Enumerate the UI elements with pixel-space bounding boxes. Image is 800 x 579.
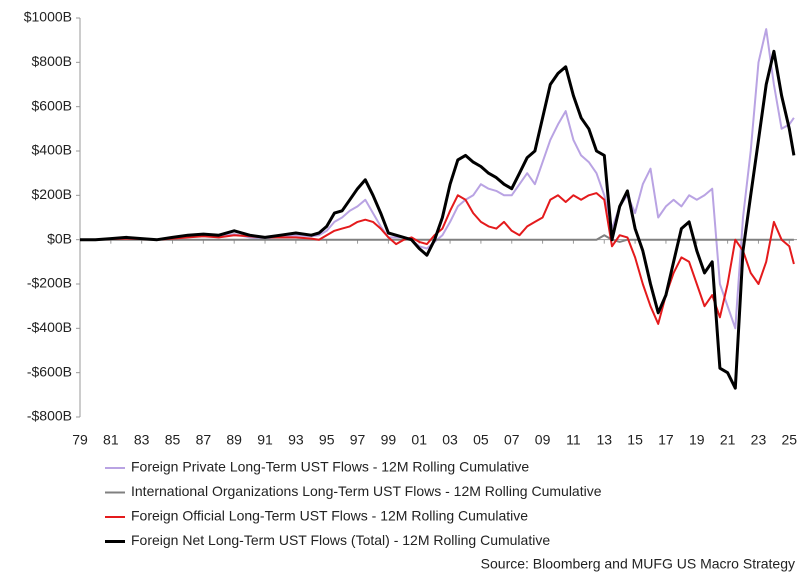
y-tick-label: $600B [32,97,72,113]
x-tick-label: 15 [627,432,643,448]
y-tick-label: $0B [47,230,72,246]
x-tick-label: 87 [196,432,212,448]
y-tick-label: -$400B [27,319,72,335]
x-tick-label: 13 [596,432,612,448]
x-tick-label: 93 [288,432,304,448]
x-tick-label: 23 [751,432,767,448]
x-tick-label: 01 [411,432,427,448]
y-tick-label: -$200B [27,275,72,291]
series-line [80,234,794,243]
legend-label: International Organizations Long-Term US… [131,483,602,499]
x-tick-label: 25 [782,432,798,448]
series-line [80,49,796,390]
x-tick-label: 07 [504,432,520,448]
x-tick-label: 95 [319,432,335,448]
x-tick-label: 03 [442,432,458,448]
y-tick-label: $400B [32,142,72,158]
x-tick-label: 83 [134,432,150,448]
series-line [80,192,795,325]
x-tick-label: 19 [689,432,705,448]
y-tick-label: -$600B [27,363,72,379]
x-tick-label: 91 [257,432,273,448]
x-tick-label: 99 [381,432,397,448]
legend-label: Foreign Private Long-Term UST Flows - 12… [131,459,529,475]
y-tick-label: $800B [32,53,72,69]
x-tick-label: 85 [165,432,181,448]
x-tick-label: 79 [72,432,88,448]
x-tick-label: 17 [658,432,674,448]
legend-label: Foreign Net Long-Term UST Flows (Total) … [131,532,550,548]
x-tick-label: 89 [226,432,242,448]
series-line [80,28,795,330]
x-tick-label: 09 [535,432,551,448]
y-tick-label: $1000B [24,9,72,25]
y-tick-label: -$800B [27,408,72,424]
x-tick-label: 81 [103,432,119,448]
legend-label: Foreign Official Long-Term UST Flows - 1… [131,508,528,524]
x-tick-label: 05 [473,432,489,448]
y-tick-label: $200B [32,186,72,202]
source-note: Source: Bloomberg and MUFG US Macro Stra… [481,556,795,572]
x-tick-label: 11 [566,432,581,448]
x-tick-label: 97 [350,432,366,448]
x-tick-label: 21 [720,432,736,448]
